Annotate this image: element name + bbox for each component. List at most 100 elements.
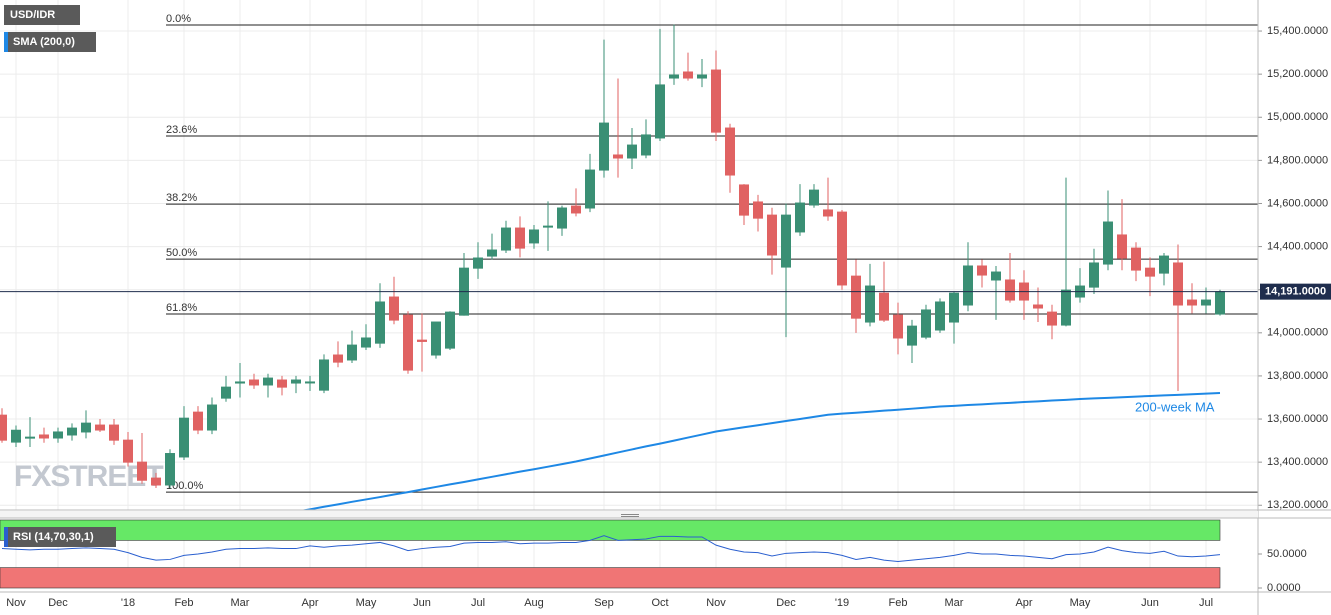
x-tick-label: '18 [121, 597, 135, 609]
candle-body [949, 292, 959, 323]
candle-body [669, 74, 679, 79]
candle-body [1187, 299, 1197, 306]
candle-body [95, 424, 105, 431]
candle-body [1005, 279, 1015, 301]
divider-handle [621, 514, 639, 517]
plot-area [0, 24, 1225, 510]
candle-body [1117, 234, 1127, 259]
candle-body [543, 225, 553, 228]
candle-body [795, 202, 805, 233]
candle-body [599, 122, 609, 171]
candle-body [333, 354, 343, 363]
candle-body [571, 205, 581, 214]
candle-body [529, 229, 539, 244]
candle-body [417, 339, 427, 342]
candle-body [67, 427, 77, 436]
candle-body [991, 271, 1001, 281]
candle-body [193, 411, 203, 431]
candle-body [1201, 299, 1211, 306]
candle-body [431, 321, 441, 356]
y-tick-label: 15,400.0000 [1267, 25, 1328, 37]
rsi-band [0, 519, 1221, 541]
candle-body [683, 71, 693, 79]
candle-body [767, 214, 777, 256]
candle-body [501, 227, 511, 251]
candle-body [809, 189, 819, 206]
chart-title: USD/IDR [10, 9, 55, 21]
candle-body [403, 314, 413, 371]
candle-body [585, 169, 595, 209]
candle-body [221, 386, 231, 399]
x-tick-label: Aug [524, 597, 544, 609]
candle-body [753, 201, 763, 219]
candle-body [1103, 221, 1113, 265]
x-tick-label: Jun [413, 597, 431, 609]
x-tick-label: Oct [651, 597, 668, 609]
candle-body [53, 431, 63, 439]
candle-body [1131, 247, 1141, 271]
candle-body [557, 207, 567, 229]
candle-body [907, 325, 917, 346]
candle-body [935, 301, 945, 331]
fib-label: 61.8% [166, 302, 197, 314]
fib-label: 38.2% [166, 192, 197, 204]
candle-body [1159, 255, 1169, 274]
y-tick-label: 13,800.0000 [1267, 370, 1328, 382]
y-tick-label: 0.0000 [1267, 582, 1301, 594]
candle-body [25, 436, 35, 439]
candle-body [823, 209, 833, 217]
y-tick-label: 14,600.0000 [1267, 197, 1328, 209]
last-price-label: 14,191.0000 [1265, 286, 1326, 298]
x-tick-label: Mar [945, 597, 964, 609]
legend-box [4, 32, 96, 52]
candle-body [137, 461, 147, 481]
candle-body [1173, 262, 1183, 306]
x-tick-label: Jul [471, 597, 485, 609]
candle-body [81, 422, 91, 433]
candle-body [165, 453, 175, 486]
sma-line [300, 391, 1221, 510]
candle-body [893, 314, 903, 339]
y-tick-label: 13,400.0000 [1267, 456, 1328, 468]
candle-body [389, 296, 399, 321]
candle-body [249, 379, 259, 386]
candle-body [963, 265, 973, 306]
x-tick-label: Dec [48, 597, 68, 609]
candle-body [375, 301, 385, 344]
candle-body [0, 414, 7, 441]
candle-body [319, 359, 329, 391]
candle-body [277, 379, 287, 388]
y-tick-label: 15,000.0000 [1267, 111, 1328, 123]
fib-label: 50.0% [166, 247, 197, 259]
candle-body [487, 249, 497, 257]
legend-swatch [4, 32, 8, 52]
candle-body [361, 337, 371, 348]
x-tick-label: Sep [594, 597, 614, 609]
x-tick-label: May [356, 597, 377, 609]
candle-body [39, 434, 49, 439]
y-tick-label: 50.0000 [1267, 548, 1307, 560]
x-tick-label: Nov [706, 597, 726, 609]
candle-body [851, 275, 861, 319]
candle-body [305, 381, 315, 384]
candle-body [627, 144, 637, 159]
candle-body [711, 69, 721, 133]
legend-box [4, 5, 80, 25]
y-tick-label: 13,200.0000 [1267, 499, 1328, 511]
x-tick-label: Dec [776, 597, 796, 609]
candle-body [473, 257, 483, 269]
y-tick-label: 14,000.0000 [1267, 327, 1328, 339]
candle-body [515, 227, 525, 249]
candle-body [655, 84, 665, 139]
fib-label: 23.6% [166, 124, 197, 136]
candle-body [123, 439, 133, 463]
x-tick-label: Jul [1199, 597, 1213, 609]
x-tick-label: Apr [301, 597, 318, 609]
rsi-band [0, 567, 1221, 589]
x-tick-label: Apr [1015, 597, 1032, 609]
candle-body [11, 429, 21, 443]
candle-body [207, 404, 217, 431]
rsi-line [1, 535, 1221, 562]
